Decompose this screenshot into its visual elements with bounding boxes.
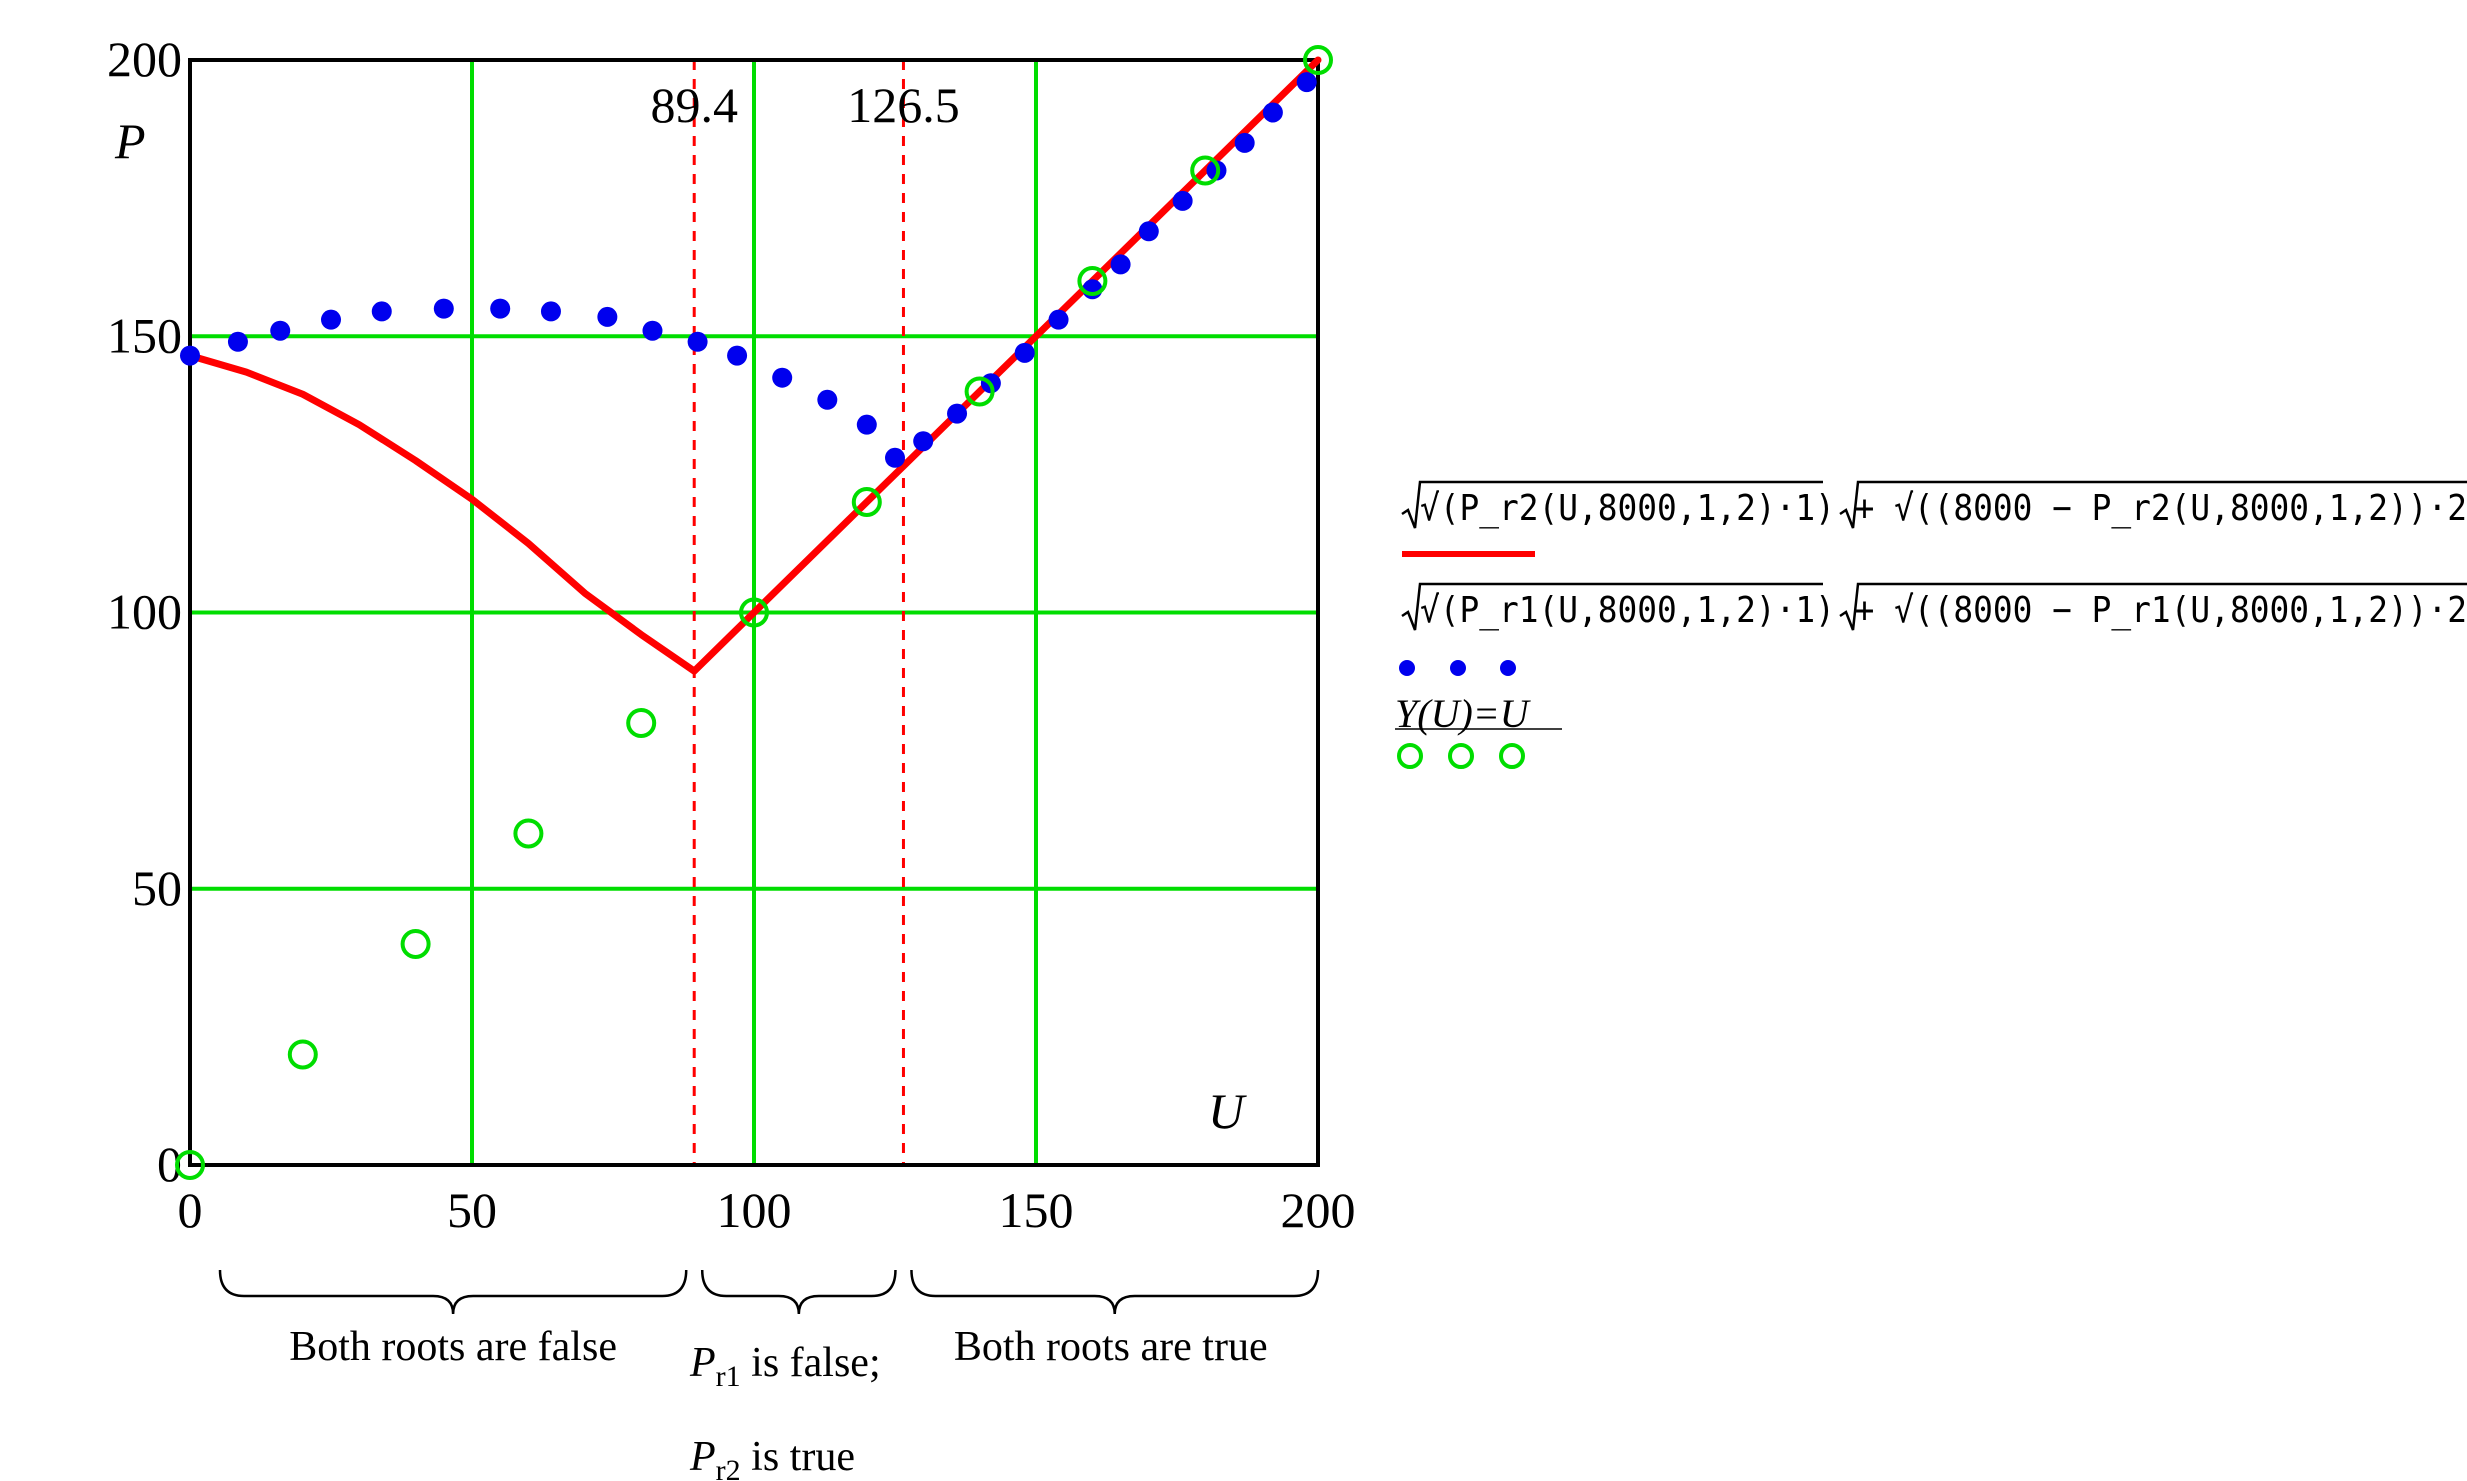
series-point-pr1	[1082, 279, 1103, 300]
series-point-yu	[1303, 45, 1333, 75]
legend: √(P_r2(U,8000,1,2)·1) + √((8000 − P_r2(U…	[1395, 480, 2467, 769]
series-point-pr1	[1014, 342, 1035, 363]
x-tick-label: 200	[1281, 1182, 1356, 1238]
series-point-pr1	[227, 331, 248, 352]
legend-swatch-circle	[1448, 743, 1474, 769]
plot-frame	[188, 58, 1320, 1167]
radical-sign	[1839, 582, 2467, 631]
series-point-yu	[1077, 266, 1108, 296]
series-point-pr1	[1138, 221, 1159, 242]
y-tick-label: 150	[107, 307, 182, 363]
y-tick-label: 100	[107, 584, 182, 640]
series-point-pr1	[727, 345, 748, 366]
region-label-pr2: Pr2 is true	[689, 1434, 855, 1481]
series-point-pr1	[947, 403, 968, 424]
y-tick-label: 50	[132, 860, 182, 916]
series-point-pr1	[885, 447, 905, 468]
series-point-yu	[851, 487, 882, 517]
y-tick-label: 200	[107, 31, 182, 87]
series-point-pr1	[1172, 190, 1193, 211]
series-point-yu	[175, 1150, 205, 1180]
region-brace	[700, 1269, 897, 1315]
region-label-false: Both roots are false	[289, 1324, 617, 1370]
series	[175, 45, 1333, 1180]
series-point-yu	[400, 929, 431, 959]
legend-swatch-dot	[1500, 660, 1516, 676]
x-tick-label: 150	[999, 1182, 1074, 1238]
series-point-pr1	[180, 345, 200, 366]
series-point-pr1	[817, 389, 838, 410]
legend-swatch-circle	[1397, 743, 1423, 769]
series-point-pr1	[687, 331, 708, 352]
series-point-pr1	[913, 431, 934, 452]
series-point-pr1	[642, 320, 663, 341]
region-label-true: Both roots are true	[954, 1324, 1268, 1370]
series-point-pr1	[1234, 132, 1255, 153]
series-point-pr1	[1296, 72, 1317, 93]
series-point-pr1	[772, 367, 793, 388]
series-point-yu	[739, 597, 769, 628]
series-point-pr1	[433, 298, 454, 319]
series-point-pr1	[1048, 309, 1069, 330]
series-point-pr1	[371, 301, 392, 322]
x-tick-label: 50	[447, 1182, 497, 1238]
series-point-pr1	[1110, 254, 1131, 275]
region-label-pr1: Pr1 is false;	[689, 1340, 881, 1393]
region-annotations: Both roots are false Both roots are true P…	[218, 1269, 1320, 1481]
series-line-pr2	[186, 56, 1322, 675]
reference-line-label: 126.5	[847, 77, 960, 133]
series-point-pr1	[856, 414, 877, 435]
series-point-yu	[964, 376, 995, 407]
radical-sign	[1839, 480, 2467, 529]
reference-lines: 89.4 126.5	[650, 60, 960, 1165]
x-axis-label: U	[1208, 1083, 1247, 1139]
series-point-pr1	[1262, 102, 1283, 123]
legend-label: √(P_r1(U,8000,1,2)·1) + √((8000 − P_r1(U…	[1420, 590, 2467, 631]
series-point-yu	[287, 1039, 318, 1070]
radical-sign	[1401, 480, 1823, 529]
legend-swatch-circle	[1499, 743, 1525, 769]
series-point-pr1	[321, 309, 341, 330]
series-point-pr1	[490, 298, 511, 319]
series-point-pr1	[540, 301, 561, 322]
series-point-pr1	[270, 320, 291, 341]
series-point-yu	[1190, 155, 1221, 186]
legend-swatch-dot	[1399, 660, 1415, 676]
reference-line-label: 89.4	[650, 77, 738, 133]
series-point-yu	[626, 708, 657, 738]
radical-sign	[1401, 582, 1823, 631]
y-axis-label: P	[114, 113, 146, 169]
x-tick-label: 0	[178, 1182, 203, 1238]
series-point-pr1	[597, 306, 618, 327]
legend-label: √(P_r2(U,8000,1,2)·1) + √((8000 − P_r2(U…	[1420, 488, 2467, 529]
x-tick-label: 100	[717, 1182, 792, 1238]
region-brace	[910, 1269, 1320, 1315]
region-brace	[218, 1269, 688, 1315]
series-point-yu	[513, 818, 544, 849]
legend-swatch-dot	[1450, 660, 1466, 676]
